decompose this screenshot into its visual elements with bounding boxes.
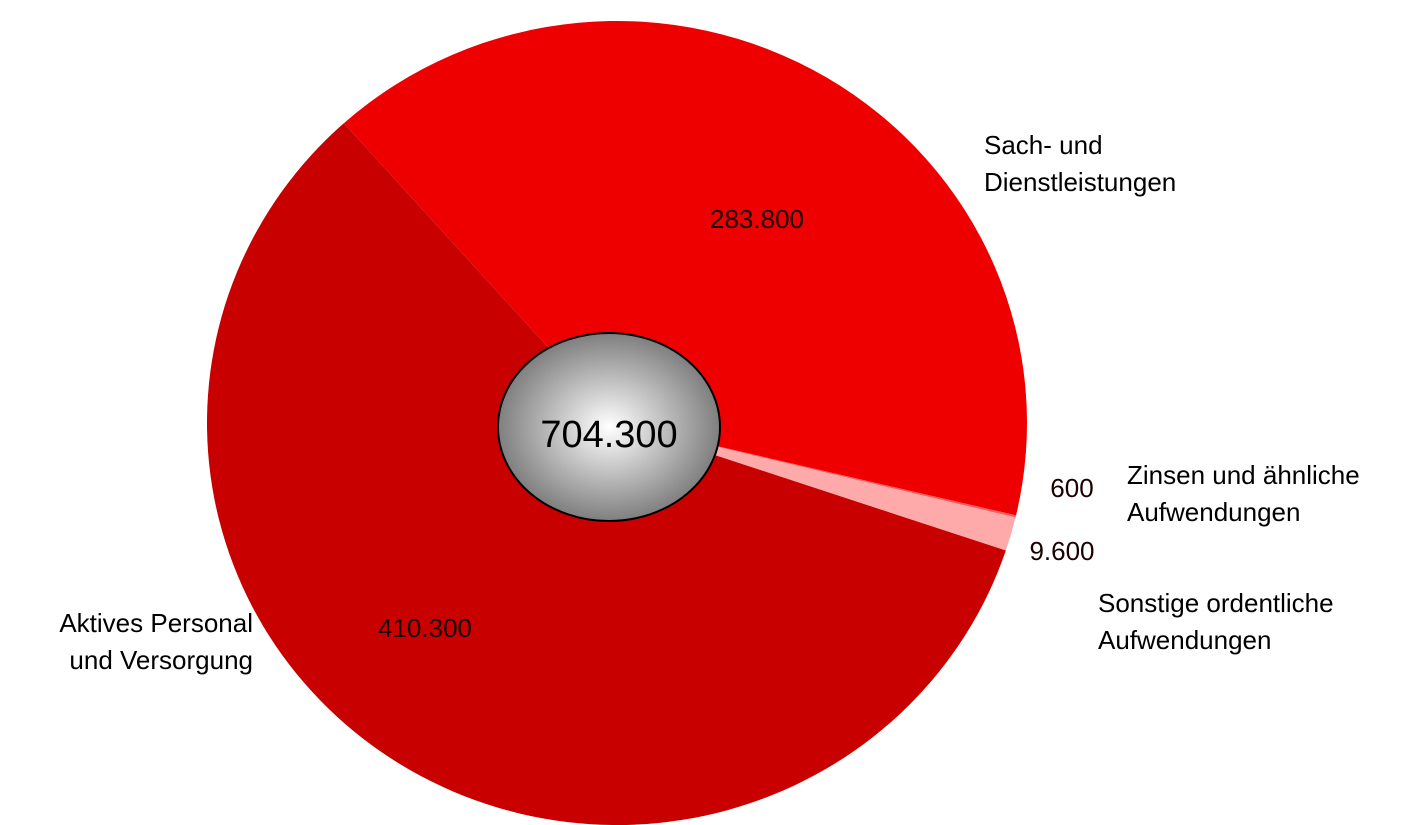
- pie-slice: [617, 423, 1016, 551]
- slice-category-label: Sonstige ordentliche Aufwendungen: [1098, 588, 1334, 655]
- category-labels: Sach- und Dienstleistungen Zinsen und ähnl…: [59, 130, 1359, 675]
- center-total-label: 704.300: [540, 414, 677, 456]
- slice-value-label: 9.600: [1029, 536, 1094, 566]
- slice-value-label: 410.300: [378, 613, 472, 643]
- slice-value-label: 600: [1050, 473, 1093, 503]
- value-labels: 283.800 600 9.600 410.300: [378, 204, 1095, 643]
- pie-slice: [343, 20, 1027, 516]
- slice-value-label: 283.800: [710, 204, 804, 234]
- center-total-disc: [497, 332, 721, 522]
- slice-category-label: Zinsen und ähnliche Aufwendungen: [1127, 460, 1360, 527]
- slice-category-label: Sach- und Dienstleistungen: [984, 130, 1176, 197]
- slice-category-label: Aktives Personal und Versorgung: [59, 608, 253, 675]
